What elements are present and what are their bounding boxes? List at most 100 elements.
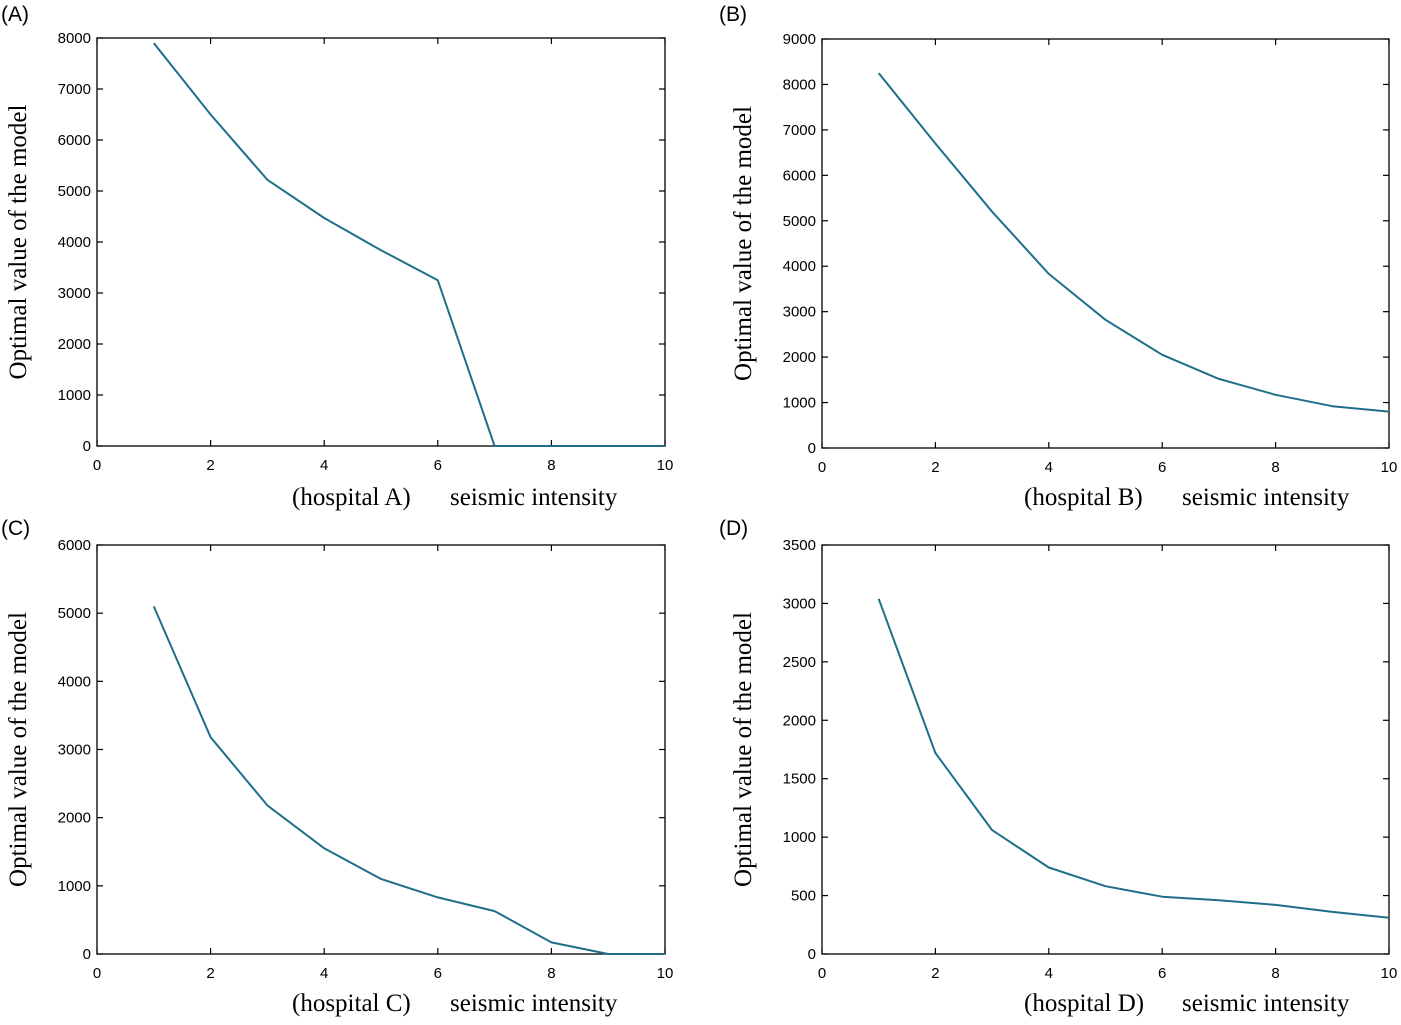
y-tick-label: 6000 <box>58 132 91 149</box>
data-point <box>494 910 496 912</box>
data-point <box>1105 885 1107 887</box>
x-tick-label: 8 <box>547 457 555 474</box>
x-tick-label: 0 <box>818 965 826 982</box>
data-point <box>1218 899 1220 901</box>
series-line <box>877 598 1390 919</box>
y-tick-label: 4000 <box>58 673 91 690</box>
data-point <box>550 941 552 943</box>
x-tick-label: 2 <box>206 457 214 474</box>
x-tick-label: 10 <box>1381 965 1398 982</box>
x-tick-label: 0 <box>93 965 101 982</box>
data-point <box>210 114 212 116</box>
y-tick-label: 4000 <box>783 258 816 275</box>
y-tick-label: 5000 <box>783 213 816 230</box>
y-axis-label: Optimal value of the model <box>730 612 757 887</box>
data-point <box>878 72 880 74</box>
panel-label: (C) <box>1 517 30 540</box>
hospital-label: (hospital C) <box>292 990 411 1017</box>
data-point <box>153 605 155 607</box>
x-tick-label: 6 <box>434 457 442 474</box>
data-point <box>934 752 936 754</box>
x-tick-label: 8 <box>1271 965 1279 982</box>
x-tick-label: 10 <box>657 457 674 474</box>
x-tick-label: 8 <box>1271 459 1279 476</box>
data-point <box>323 217 325 219</box>
x-tick-label: 4 <box>320 457 328 474</box>
x-axis-label: seismic intensity <box>1182 484 1350 511</box>
y-tick-label: 3000 <box>783 595 816 612</box>
hospital-label: (hospital D) <box>1024 990 1144 1017</box>
plot-frame <box>96 544 666 955</box>
x-tick-label: 6 <box>1158 459 1166 476</box>
y-tick-label: 3000 <box>58 742 91 759</box>
y-tick-label: 0 <box>808 440 816 457</box>
data-point <box>266 179 268 181</box>
panel-d: 0 2 4 6 8 10 0 500 1000 1500 2000 2500 3000 3500 (D) Op… <box>719 517 1397 1017</box>
y-tick-label: 0 <box>83 946 91 963</box>
y-tick-label: 6000 <box>783 167 816 184</box>
y-tick-label: 2000 <box>58 810 91 827</box>
plot-frame <box>821 38 1390 449</box>
y-tick-label: 2000 <box>58 336 91 353</box>
x-tick-label: 2 <box>206 965 214 982</box>
y-tick-label: 4000 <box>58 234 91 251</box>
x-tick-label: 2 <box>931 459 939 476</box>
data-point <box>664 445 666 447</box>
y-tick-label: 0 <box>83 438 91 455</box>
y-tick-label: 9000 <box>783 31 816 48</box>
data-point <box>934 143 936 145</box>
series-line <box>877 72 1390 413</box>
y-tick-label: 5000 <box>58 605 91 622</box>
y-tick-label: 8000 <box>58 30 91 47</box>
data-point <box>1331 405 1333 407</box>
y-tick-label: 0 <box>808 946 816 963</box>
data-point <box>266 804 268 806</box>
y-tick-label: 1000 <box>58 387 91 404</box>
y-tick-label: 7000 <box>58 81 91 98</box>
data-point <box>1218 378 1220 380</box>
data-point <box>991 211 993 213</box>
data-point <box>1161 354 1163 356</box>
x-tick-label: 4 <box>320 965 328 982</box>
y-tick-label: 2000 <box>783 712 816 729</box>
y-tick-label: 8000 <box>783 76 816 93</box>
x-tick-label: 0 <box>93 457 101 474</box>
data-point <box>1048 273 1050 275</box>
x-tick-label: 6 <box>1158 965 1166 982</box>
plot-frame <box>821 544 1390 955</box>
data-point <box>437 279 439 281</box>
panel-a: 0 2 4 6 8 10 0 1000 2000 3000 4000 5000 6000 7000 8000… <box>1 3 673 511</box>
data-point <box>607 953 609 955</box>
data-point <box>380 878 382 880</box>
panel-label: (B) <box>719 3 747 26</box>
x-axis-label: seismic intensity <box>450 484 618 511</box>
y-tick-label: 1000 <box>58 878 91 895</box>
x-tick-label: 6 <box>434 965 442 982</box>
data-point <box>210 736 212 738</box>
data-point <box>494 445 496 447</box>
y-tick-label: 3500 <box>783 537 816 554</box>
data-point <box>1161 896 1163 898</box>
y-tick-label: 500 <box>791 888 816 905</box>
x-tick-label: 10 <box>1381 459 1398 476</box>
plot-frame <box>96 37 666 447</box>
y-tick-label: 1000 <box>783 829 816 846</box>
panel-c: 0 2 4 6 8 10 0 1000 2000 3000 4000 5000 6000 (C) Optim… <box>1 517 673 1017</box>
y-tick-label: 2500 <box>783 654 816 671</box>
series-line <box>152 606 665 955</box>
data-point <box>437 896 439 898</box>
y-tick-label: 6000 <box>58 537 91 554</box>
data-point <box>991 829 993 831</box>
y-tick-label: 7000 <box>783 122 816 139</box>
data-point <box>380 249 382 251</box>
x-tick-label: 0 <box>818 459 826 476</box>
data-point <box>1388 917 1390 919</box>
series-line <box>153 42 665 447</box>
panel-b: 0 2 4 6 8 10 0 1000 2000 3000 4000 5000 6000 7000 8000… <box>719 3 1397 511</box>
x-tick-label: 8 <box>547 965 555 982</box>
x-tick-label: 10 <box>657 965 674 982</box>
y-tick-label: 2000 <box>783 349 816 366</box>
y-tick-label: 3000 <box>58 285 91 302</box>
data-point <box>664 953 666 955</box>
